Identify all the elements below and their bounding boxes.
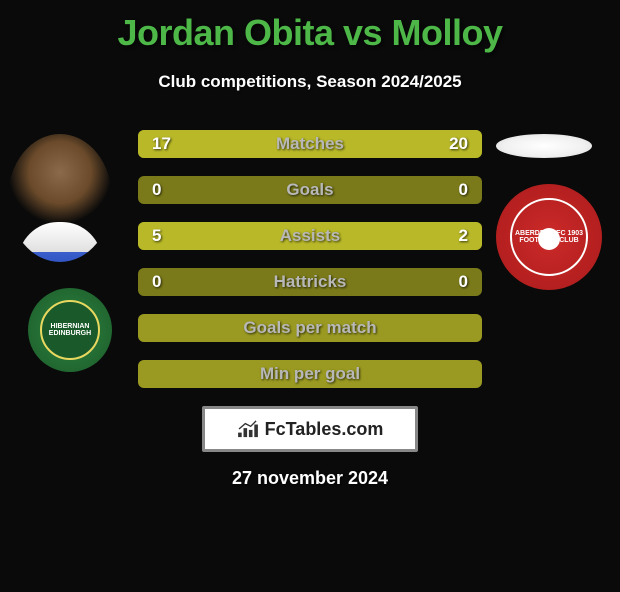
stat-row-goals: 00Goals [138, 176, 482, 204]
stat-label: Hattricks [138, 268, 482, 296]
brand-box[interactable]: FcTables.com [202, 406, 418, 452]
stat-row-assists: 52Assists [138, 222, 482, 250]
stat-label: Goals [138, 176, 482, 204]
stats-bars: 1720Matches 00Goals 52Assists 00Hattricks Go… [138, 130, 482, 388]
stat-row-goals-per-match: Goals per match [138, 314, 482, 342]
stat-label: Assists [138, 222, 482, 250]
brand-text: FcTables.com [265, 419, 384, 440]
club-right-badge: ABERDEEN FC 1903 FOOTBALL CLUB [496, 184, 602, 290]
comparison-panel: HIBERNIAN EDINBURGH ABERDEEN FC 1903 FOO… [0, 130, 620, 388]
club-right-label: ABERDEEN FC 1903 FOOTBALL CLUB [510, 198, 588, 276]
snapshot-date: 27 november 2024 [0, 468, 620, 489]
stat-row-matches: 1720Matches [138, 130, 482, 158]
brand-icon [237, 420, 259, 438]
stat-label: Matches [138, 130, 482, 158]
player-right-avatar [496, 134, 592, 158]
stat-label: Min per goal [138, 360, 482, 388]
club-left-badge: HIBERNIAN EDINBURGH [28, 288, 112, 372]
stat-label: Goals per match [138, 314, 482, 342]
subtitle: Club competitions, Season 2024/2025 [0, 72, 620, 92]
stat-row-min-per-goal: Min per goal [138, 360, 482, 388]
stat-row-hattricks: 00Hattricks [138, 268, 482, 296]
page-title: Jordan Obita vs Molloy [0, 12, 620, 54]
club-left-label: HIBERNIAN EDINBURGH [40, 300, 100, 360]
player-left-avatar [8, 134, 112, 262]
